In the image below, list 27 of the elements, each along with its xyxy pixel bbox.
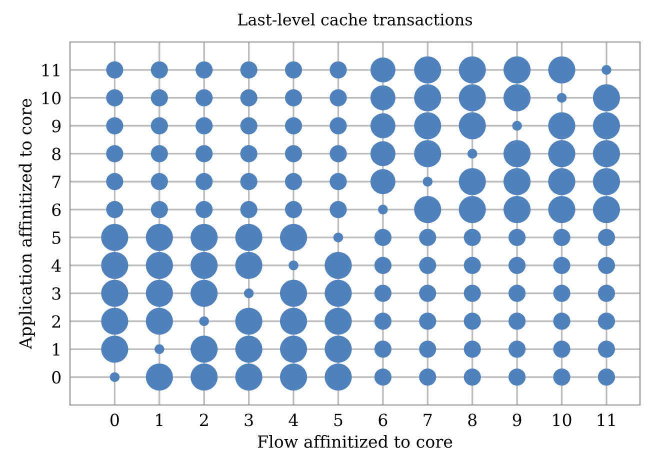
x-tick-label: 6 [378,414,388,426]
y-tick-label: 5 [52,232,60,244]
x-tick-label: 10 [553,414,572,426]
y-tick-label: 10 [42,92,61,104]
x-tick-label: 0 [110,414,119,426]
y-tick-label: 6 [52,204,61,216]
y-tick-label: 4 [52,259,61,272]
x-tick-label: 1 [156,414,162,426]
x-tick-label: 5 [334,414,342,426]
y-axis-title: Application affinitized to core [18,98,35,350]
y-tick-label: 11 [42,64,60,76]
x-tick-label: 8 [468,414,477,426]
x-tick-label: 11 [598,414,615,426]
x-tick-label: 2 [200,414,208,426]
x-tick-label: 9 [512,414,522,426]
y-tick-label: 8 [52,148,61,160]
y-tick-label: 0 [52,371,61,384]
y-tick-label: 7 [52,176,60,188]
y-tick-label: 3 [52,287,60,300]
x-tick-label: 3 [244,414,253,426]
x-tick-label: 7 [424,414,432,426]
x-tick-label: 4 [288,414,298,426]
chart-title: Last-level cache transactions [238,13,472,26]
x-axis-title: Flow affinitized to core [258,435,452,448]
y-tick-label: 2 [52,315,60,328]
y-tick-label: 9 [52,120,61,132]
y-tick-label: 1 [53,343,60,356]
